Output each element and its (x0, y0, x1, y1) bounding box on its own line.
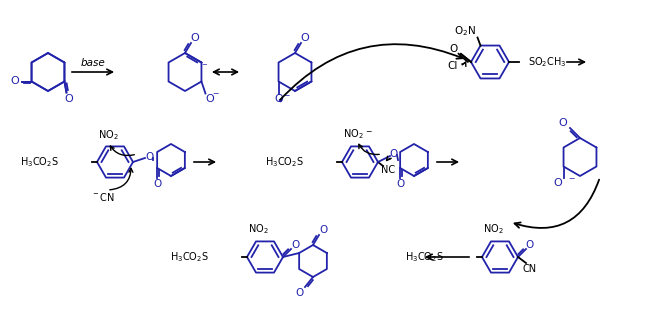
Text: O: O (64, 94, 73, 103)
Text: O: O (274, 94, 283, 105)
Text: O: O (146, 152, 154, 162)
Text: base: base (81, 58, 105, 68)
Text: NC: NC (381, 165, 395, 175)
Text: $^-$: $^-$ (364, 129, 374, 139)
Text: NO$_2$: NO$_2$ (97, 128, 118, 142)
Text: $^-$CN: $^-$CN (91, 191, 115, 203)
Text: O: O (291, 240, 299, 250)
Text: NO$_2$: NO$_2$ (483, 223, 504, 236)
Text: Cl: Cl (448, 61, 458, 71)
Text: $^-$: $^-$ (282, 94, 291, 103)
Text: H$_3$CO$_2$S: H$_3$CO$_2$S (170, 250, 209, 264)
Text: O: O (301, 33, 309, 43)
Text: O$_2$N: O$_2$N (454, 25, 476, 38)
Text: O: O (296, 288, 304, 298)
Text: NO$_2$: NO$_2$ (247, 223, 268, 236)
Text: O: O (396, 179, 404, 189)
Text: O: O (526, 240, 534, 250)
Text: O: O (390, 149, 398, 159)
Text: $^-$: $^-$ (211, 92, 220, 101)
Text: $^-$: $^-$ (567, 177, 576, 186)
Text: SO$_2$CH$_3$: SO$_2$CH$_3$ (528, 55, 566, 69)
Text: O: O (559, 118, 568, 128)
Text: O: O (205, 94, 214, 103)
Text: O: O (553, 178, 562, 187)
Text: O: O (191, 33, 199, 43)
Text: CN: CN (523, 264, 537, 274)
Text: O: O (319, 225, 327, 235)
Text: O: O (450, 44, 458, 54)
Text: H$_3$CO$_2$S: H$_3$CO$_2$S (20, 155, 59, 169)
Text: O: O (153, 179, 161, 189)
Text: H$_3$CO$_2$S: H$_3$CO$_2$S (265, 155, 304, 169)
Text: $^-$: $^-$ (200, 62, 209, 73)
Text: O: O (10, 76, 19, 87)
Text: H$_3$CO$_2$S: H$_3$CO$_2$S (405, 250, 444, 264)
Text: NO$_2$: NO$_2$ (343, 127, 364, 141)
